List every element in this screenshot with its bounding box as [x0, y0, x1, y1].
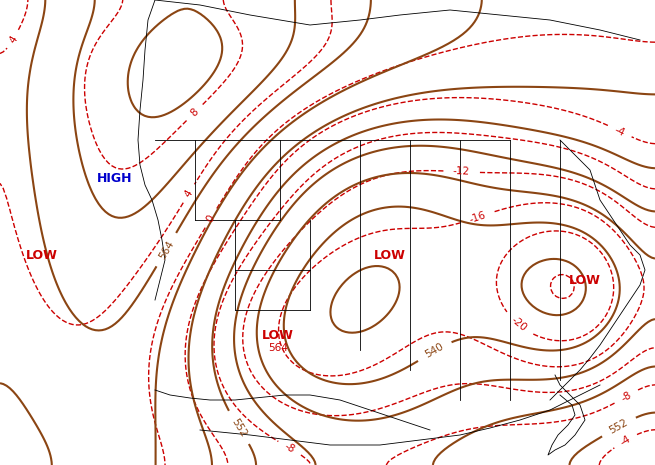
Text: LOW: LOW: [26, 248, 58, 261]
Text: -4: -4: [618, 434, 632, 448]
Text: -8: -8: [283, 441, 297, 455]
Text: 4: 4: [183, 188, 195, 199]
Text: 552: 552: [608, 418, 630, 436]
Text: 564: 564: [268, 343, 288, 353]
Text: 8: 8: [189, 107, 200, 119]
Text: 4: 4: [7, 34, 19, 45]
Text: -20: -20: [509, 315, 529, 334]
Text: 552: 552: [229, 417, 248, 438]
Text: HIGH: HIGH: [97, 172, 133, 185]
Text: LOW: LOW: [569, 273, 601, 286]
Text: -16: -16: [468, 210, 487, 225]
Text: 564: 564: [157, 239, 176, 261]
Text: 540: 540: [423, 342, 445, 360]
Text: LOW: LOW: [374, 248, 406, 261]
Text: 0: 0: [205, 213, 217, 224]
Text: LOW: LOW: [262, 328, 294, 341]
Text: -4: -4: [613, 124, 627, 138]
Text: -8: -8: [620, 389, 633, 403]
Text: -12: -12: [452, 166, 470, 177]
